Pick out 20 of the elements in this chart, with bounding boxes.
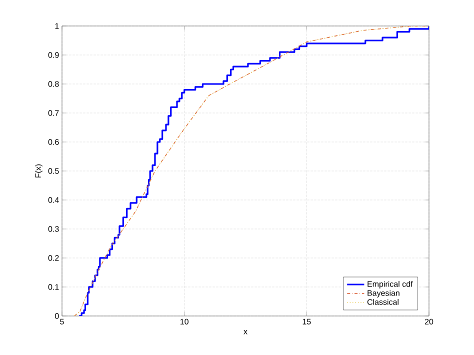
legend-label: Classical — [367, 298, 398, 305]
x-axis-title: x — [244, 330, 248, 334]
y-tick-label: 0.5 — [48, 168, 59, 174]
y-tick-label: 0.8 — [48, 81, 59, 87]
y-tick-label: 0.6 — [48, 139, 59, 145]
legend-label: Bayesian — [368, 290, 400, 298]
y-tick-label: 1 — [55, 23, 59, 29]
x-tick-label: 5 — [60, 318, 64, 324]
y-tick-label: 0.7 — [48, 110, 59, 116]
y-tick-label: 0.2 — [48, 255, 59, 261]
x-tick-label: 15 — [302, 318, 311, 324]
y-tick-label: 0.3 — [48, 226, 59, 232]
x-tick-label: 20 — [424, 318, 434, 325]
y-tick-label: 0.9 — [48, 52, 59, 58]
y-tick-label: 0.4 — [48, 197, 59, 203]
x-tick-label: 10 — [180, 318, 188, 325]
y-tick-label: 0.1 — [48, 284, 59, 290]
legend-label: Empirical cdf — [368, 280, 413, 288]
y-tick-label: 0 — [55, 313, 59, 319]
y-axis-title: F(x) — [35, 164, 42, 178]
